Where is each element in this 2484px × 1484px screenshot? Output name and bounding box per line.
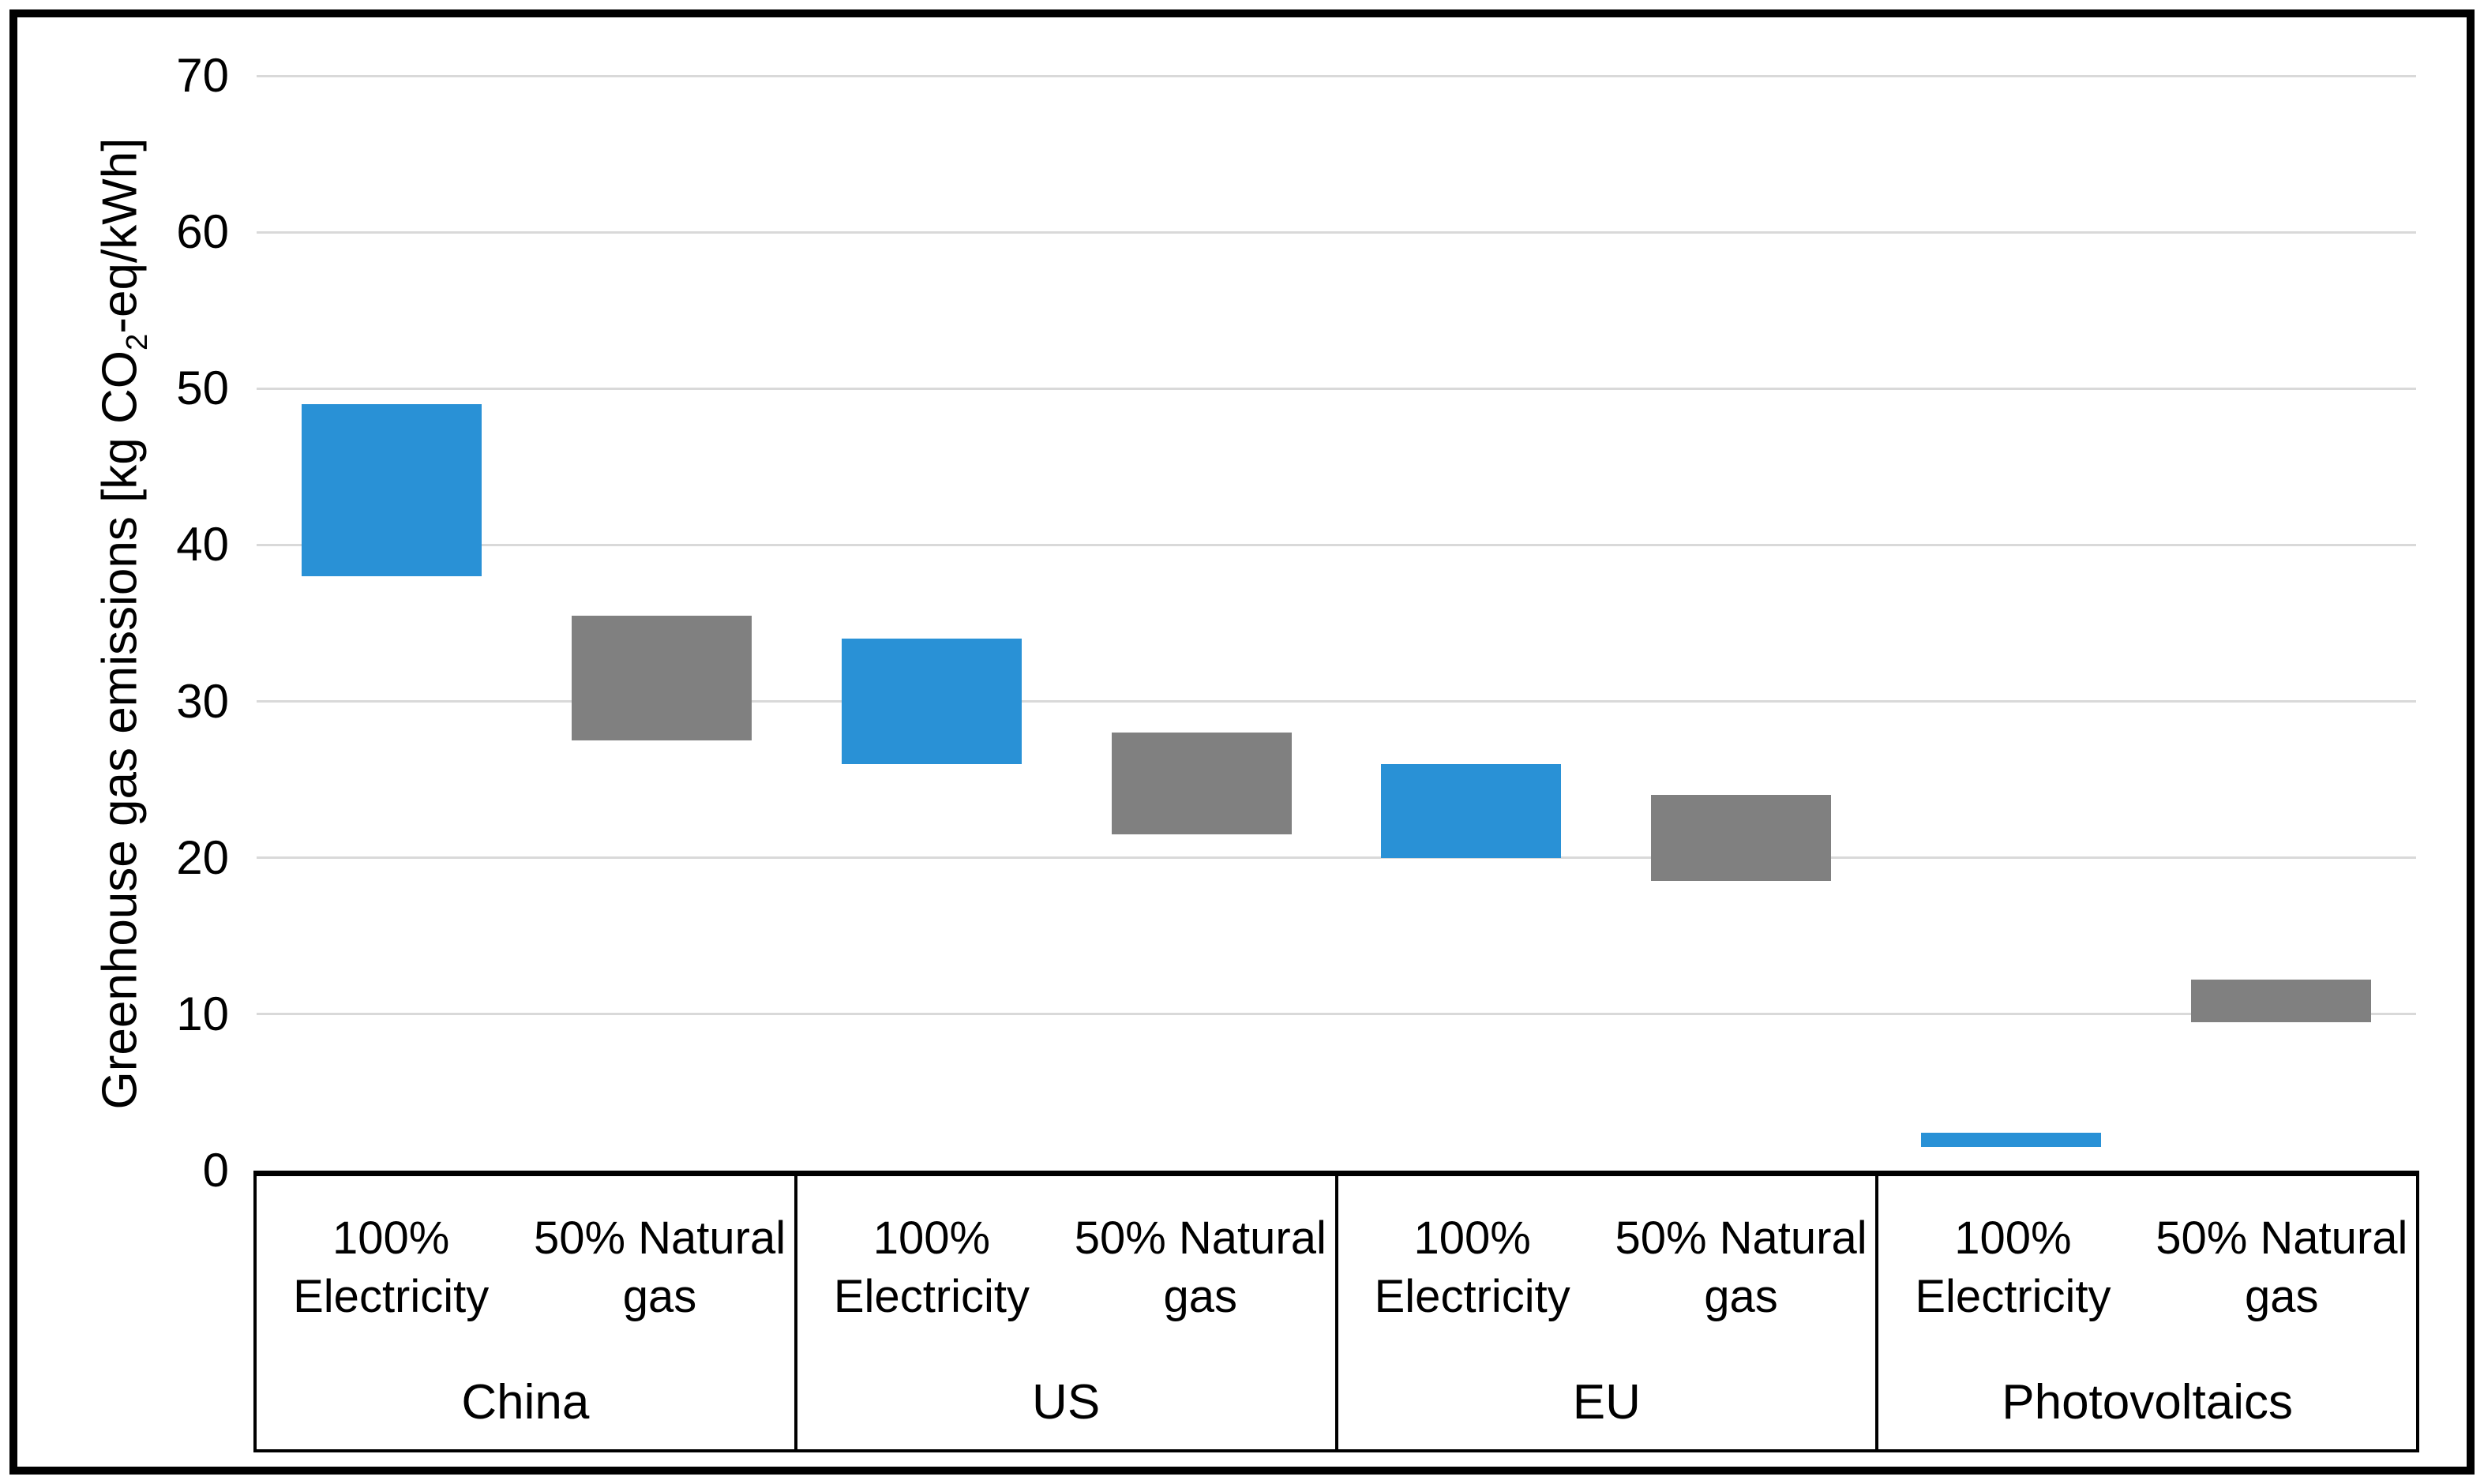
bar-eu-50-natural-gas: [1651, 795, 1832, 882]
category-group-label: EU: [1572, 1375, 1641, 1430]
category-label-50-natural-gas: 50% Natural gas: [2148, 1209, 2416, 1326]
category-label-line: gas: [1163, 1271, 1238, 1323]
category-label-line: Electricity: [1915, 1271, 2111, 1323]
y-tick-label-40: 40: [176, 518, 229, 571]
category-label-line: 50% Natural: [1074, 1212, 1326, 1264]
bar-photovoltaics-50-natural-gas: [2191, 980, 2372, 1022]
category-group-us: 100% Electricity 50% Natural gas US: [797, 1176, 1338, 1449]
category-bar-labels: 100% Electricity 50% Natural gas: [1338, 1176, 1876, 1326]
y-tick-label-60: 60: [176, 205, 229, 259]
category-group-eu: 100% Electricity 50% Natural gas EU: [1338, 1176, 1879, 1449]
gridline-30: [257, 700, 2416, 703]
category-label-line: 100%: [1954, 1212, 2072, 1264]
category-label-line: 50% Natural: [2156, 1212, 2408, 1264]
y-tick-label-10: 10: [176, 987, 229, 1040]
category-group-photovoltaics: 100% Electricity 50% Natural gas Photovoltai…: [1878, 1176, 2416, 1449]
y-tick-label-30: 30: [176, 674, 229, 728]
y-axis-title-subscript: 2: [119, 333, 154, 350]
plot-area: [257, 74, 2416, 1171]
category-group-label: US: [1032, 1375, 1101, 1430]
gridline-70: [257, 74, 2416, 77]
category-label-100-electricity: 100% Electricity: [257, 1209, 525, 1326]
gridline-60: [257, 230, 2416, 234]
category-label-line: 50% Natural: [533, 1212, 786, 1264]
bar-us-100-electricity: [841, 639, 1022, 764]
category-group-china: 100% Electricity 50% Natural gas China: [257, 1176, 797, 1449]
category-group-label: Photovoltaics: [2002, 1375, 2293, 1430]
category-label-line: Electricity: [1374, 1271, 1570, 1323]
gridline-20: [257, 856, 2416, 860]
gridline-40: [257, 543, 2416, 546]
y-tick-label-50: 50: [176, 362, 229, 415]
category-label-line: gas: [2245, 1271, 2319, 1323]
category-label-line: 100%: [872, 1212, 991, 1264]
category-axis: 100% Electricity 50% Natural gas China 100% El…: [253, 1171, 2419, 1452]
y-axis-title: Greenhouse gas emissions [kg CO2-eq/kWh]: [92, 138, 154, 1110]
category-group-label: China: [461, 1375, 590, 1430]
category-label-line: 100%: [332, 1212, 450, 1264]
bar-china-50-natural-gas: [571, 615, 752, 741]
category-label-100-electricity: 100% Electricity: [797, 1209, 1066, 1326]
category-bar-labels: 100% Electricity 50% Natural gas: [1878, 1176, 2416, 1326]
y-tick-label-0: 0: [202, 1144, 229, 1197]
gridline-10: [257, 1013, 2416, 1016]
category-label-50-natural-gas: 50% Natural gas: [1066, 1209, 1334, 1326]
category-label-line: Electricity: [833, 1271, 1030, 1323]
bar-photovoltaics-100-electricity: [1921, 1133, 2102, 1148]
bar-china-100-electricity: [301, 404, 482, 577]
gridline-50: [257, 387, 2416, 390]
y-tick-label-70: 70: [176, 49, 229, 102]
category-label-100-electricity: 100% Electricity: [1878, 1209, 2147, 1326]
category-bar-labels: 100% Electricity 50% Natural gas: [257, 1176, 794, 1326]
bar-eu-100-electricity: [1381, 763, 1562, 858]
category-label-line: gas: [1704, 1271, 1778, 1323]
y-tick-label-20: 20: [176, 830, 229, 884]
category-label-line: Electricity: [293, 1271, 490, 1323]
category-label-100-electricity: 100% Electricity: [1338, 1209, 1607, 1326]
bar-us-50-natural-gas: [1111, 733, 1292, 834]
category-bar-labels: 100% Electricity 50% Natural gas: [797, 1176, 1335, 1326]
category-label-50-natural-gas: 50% Natural gas: [1607, 1209, 1875, 1326]
category-label-line: gas: [622, 1271, 697, 1323]
category-label-50-natural-gas: 50% Natural gas: [525, 1209, 794, 1326]
category-label-line: 50% Natural: [1615, 1212, 1867, 1264]
category-label-line: 100%: [1413, 1212, 1531, 1264]
